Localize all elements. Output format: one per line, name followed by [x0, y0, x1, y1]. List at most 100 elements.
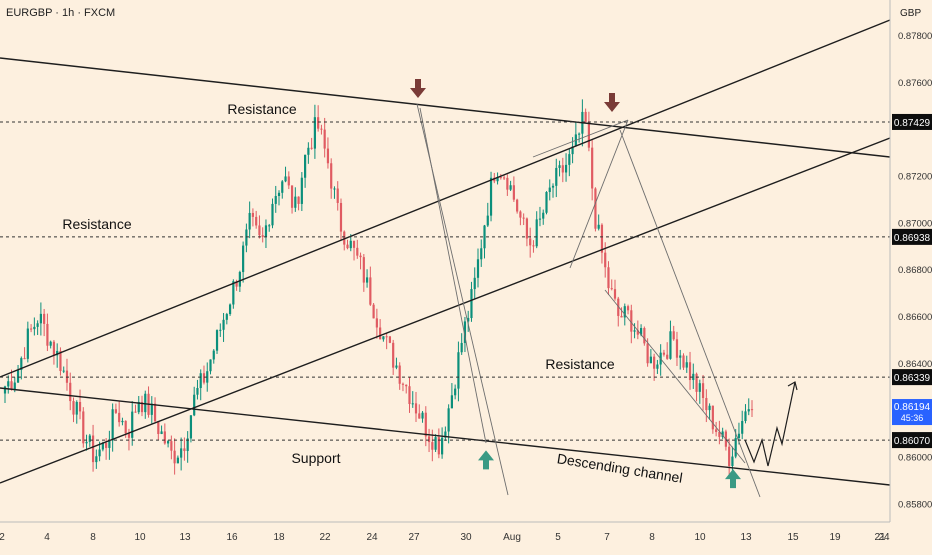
candle — [193, 386, 196, 417]
x-tick-label: 7 — [604, 532, 610, 543]
candle — [398, 362, 401, 390]
candle — [359, 252, 362, 270]
candle — [287, 171, 290, 190]
level-price-tag — [892, 369, 932, 386]
y-tick-label: 0.86800 — [898, 265, 932, 276]
candle — [728, 438, 731, 476]
candle — [750, 400, 754, 418]
candle — [427, 428, 431, 453]
candle — [365, 269, 369, 288]
candle — [496, 172, 499, 185]
candle — [209, 359, 212, 375]
down-arrow-icon — [604, 93, 620, 113]
candle — [189, 415, 193, 443]
currency-label: GBP — [900, 8, 922, 19]
candle — [626, 304, 630, 315]
candle — [662, 349, 666, 357]
candle — [470, 281, 473, 322]
level-price-tag — [892, 228, 932, 245]
candle — [519, 210, 522, 226]
candle — [613, 279, 617, 301]
candle — [701, 374, 705, 411]
candle — [29, 324, 33, 333]
candle — [225, 312, 228, 325]
candle — [196, 379, 199, 400]
candle — [75, 400, 78, 424]
candle — [160, 425, 163, 435]
candle — [388, 336, 392, 344]
candle — [467, 310, 470, 332]
candle — [418, 404, 421, 419]
candle — [202, 365, 206, 385]
candle — [385, 332, 388, 350]
candle — [297, 196, 300, 211]
candle — [708, 403, 711, 420]
candle — [356, 239, 359, 259]
candle — [421, 411, 424, 423]
candle — [199, 369, 202, 401]
candle — [529, 227, 532, 258]
candle — [95, 449, 98, 469]
candle — [437, 428, 440, 459]
y-tick-label: 0.87800 — [898, 31, 932, 42]
candle — [450, 383, 453, 409]
candle — [333, 186, 336, 199]
x-tick-label: 21 — [874, 532, 886, 543]
candle — [304, 154, 307, 188]
candle — [535, 211, 538, 249]
x-tick-label: 2 — [0, 532, 5, 543]
candle — [300, 172, 303, 212]
candle — [62, 366, 65, 374]
candle — [441, 427, 444, 459]
channel-line — [532, 119, 629, 158]
candle — [281, 180, 284, 199]
candle — [131, 401, 134, 446]
level-price-label: 0.87429 — [894, 118, 931, 129]
candle — [382, 336, 385, 342]
candle — [564, 153, 568, 182]
y-tick-label: 0.86400 — [898, 359, 932, 370]
candle — [362, 254, 365, 292]
candle — [16, 364, 20, 383]
countdown-label: 45:36 — [901, 413, 924, 423]
x-tick-label: 16 — [226, 532, 238, 543]
candle — [561, 157, 564, 183]
candle — [747, 398, 750, 416]
level-price-label: 0.86070 — [894, 436, 931, 447]
x-tick-label: 5 — [555, 532, 561, 543]
projection-path — [744, 381, 796, 467]
x-tick-label: 27 — [408, 532, 420, 543]
current-price-tag — [892, 399, 932, 426]
candle — [69, 372, 72, 411]
candle — [330, 158, 333, 199]
candle — [7, 375, 10, 394]
candle — [408, 377, 411, 413]
y-tick-label: 0.86000 — [898, 452, 932, 463]
candle — [274, 185, 277, 213]
candle — [401, 382, 405, 392]
candle — [167, 439, 170, 448]
up-arrow-icon — [478, 450, 494, 470]
x-tick-label: 22 — [319, 532, 331, 543]
x-tick-label: 18 — [273, 532, 285, 543]
candle — [558, 160, 561, 177]
candle — [705, 389, 708, 423]
candle — [320, 124, 323, 135]
candle — [114, 403, 118, 414]
candle — [82, 407, 85, 448]
candle — [212, 349, 215, 364]
candle — [144, 390, 147, 419]
candle — [88, 433, 91, 447]
candle — [424, 406, 427, 447]
candle — [643, 326, 646, 346]
candle — [584, 108, 587, 123]
candle — [372, 302, 375, 319]
candle — [568, 149, 571, 177]
candle — [679, 349, 682, 370]
candle — [242, 241, 245, 283]
candle — [49, 340, 52, 349]
candle — [369, 266, 372, 306]
candle — [551, 183, 555, 198]
trend-line — [0, 387, 891, 486]
